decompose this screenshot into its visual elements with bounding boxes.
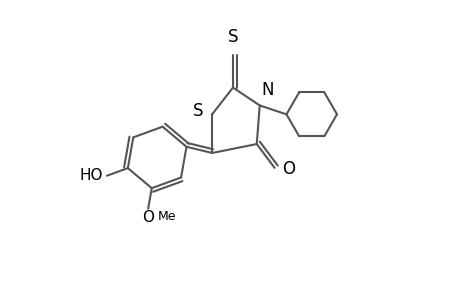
- Text: HO: HO: [80, 168, 103, 183]
- Text: O: O: [142, 209, 154, 224]
- Text: S: S: [228, 28, 238, 46]
- Text: S: S: [192, 102, 203, 120]
- Text: N: N: [261, 81, 273, 99]
- Text: Me: Me: [157, 209, 176, 223]
- Text: O: O: [281, 160, 294, 178]
